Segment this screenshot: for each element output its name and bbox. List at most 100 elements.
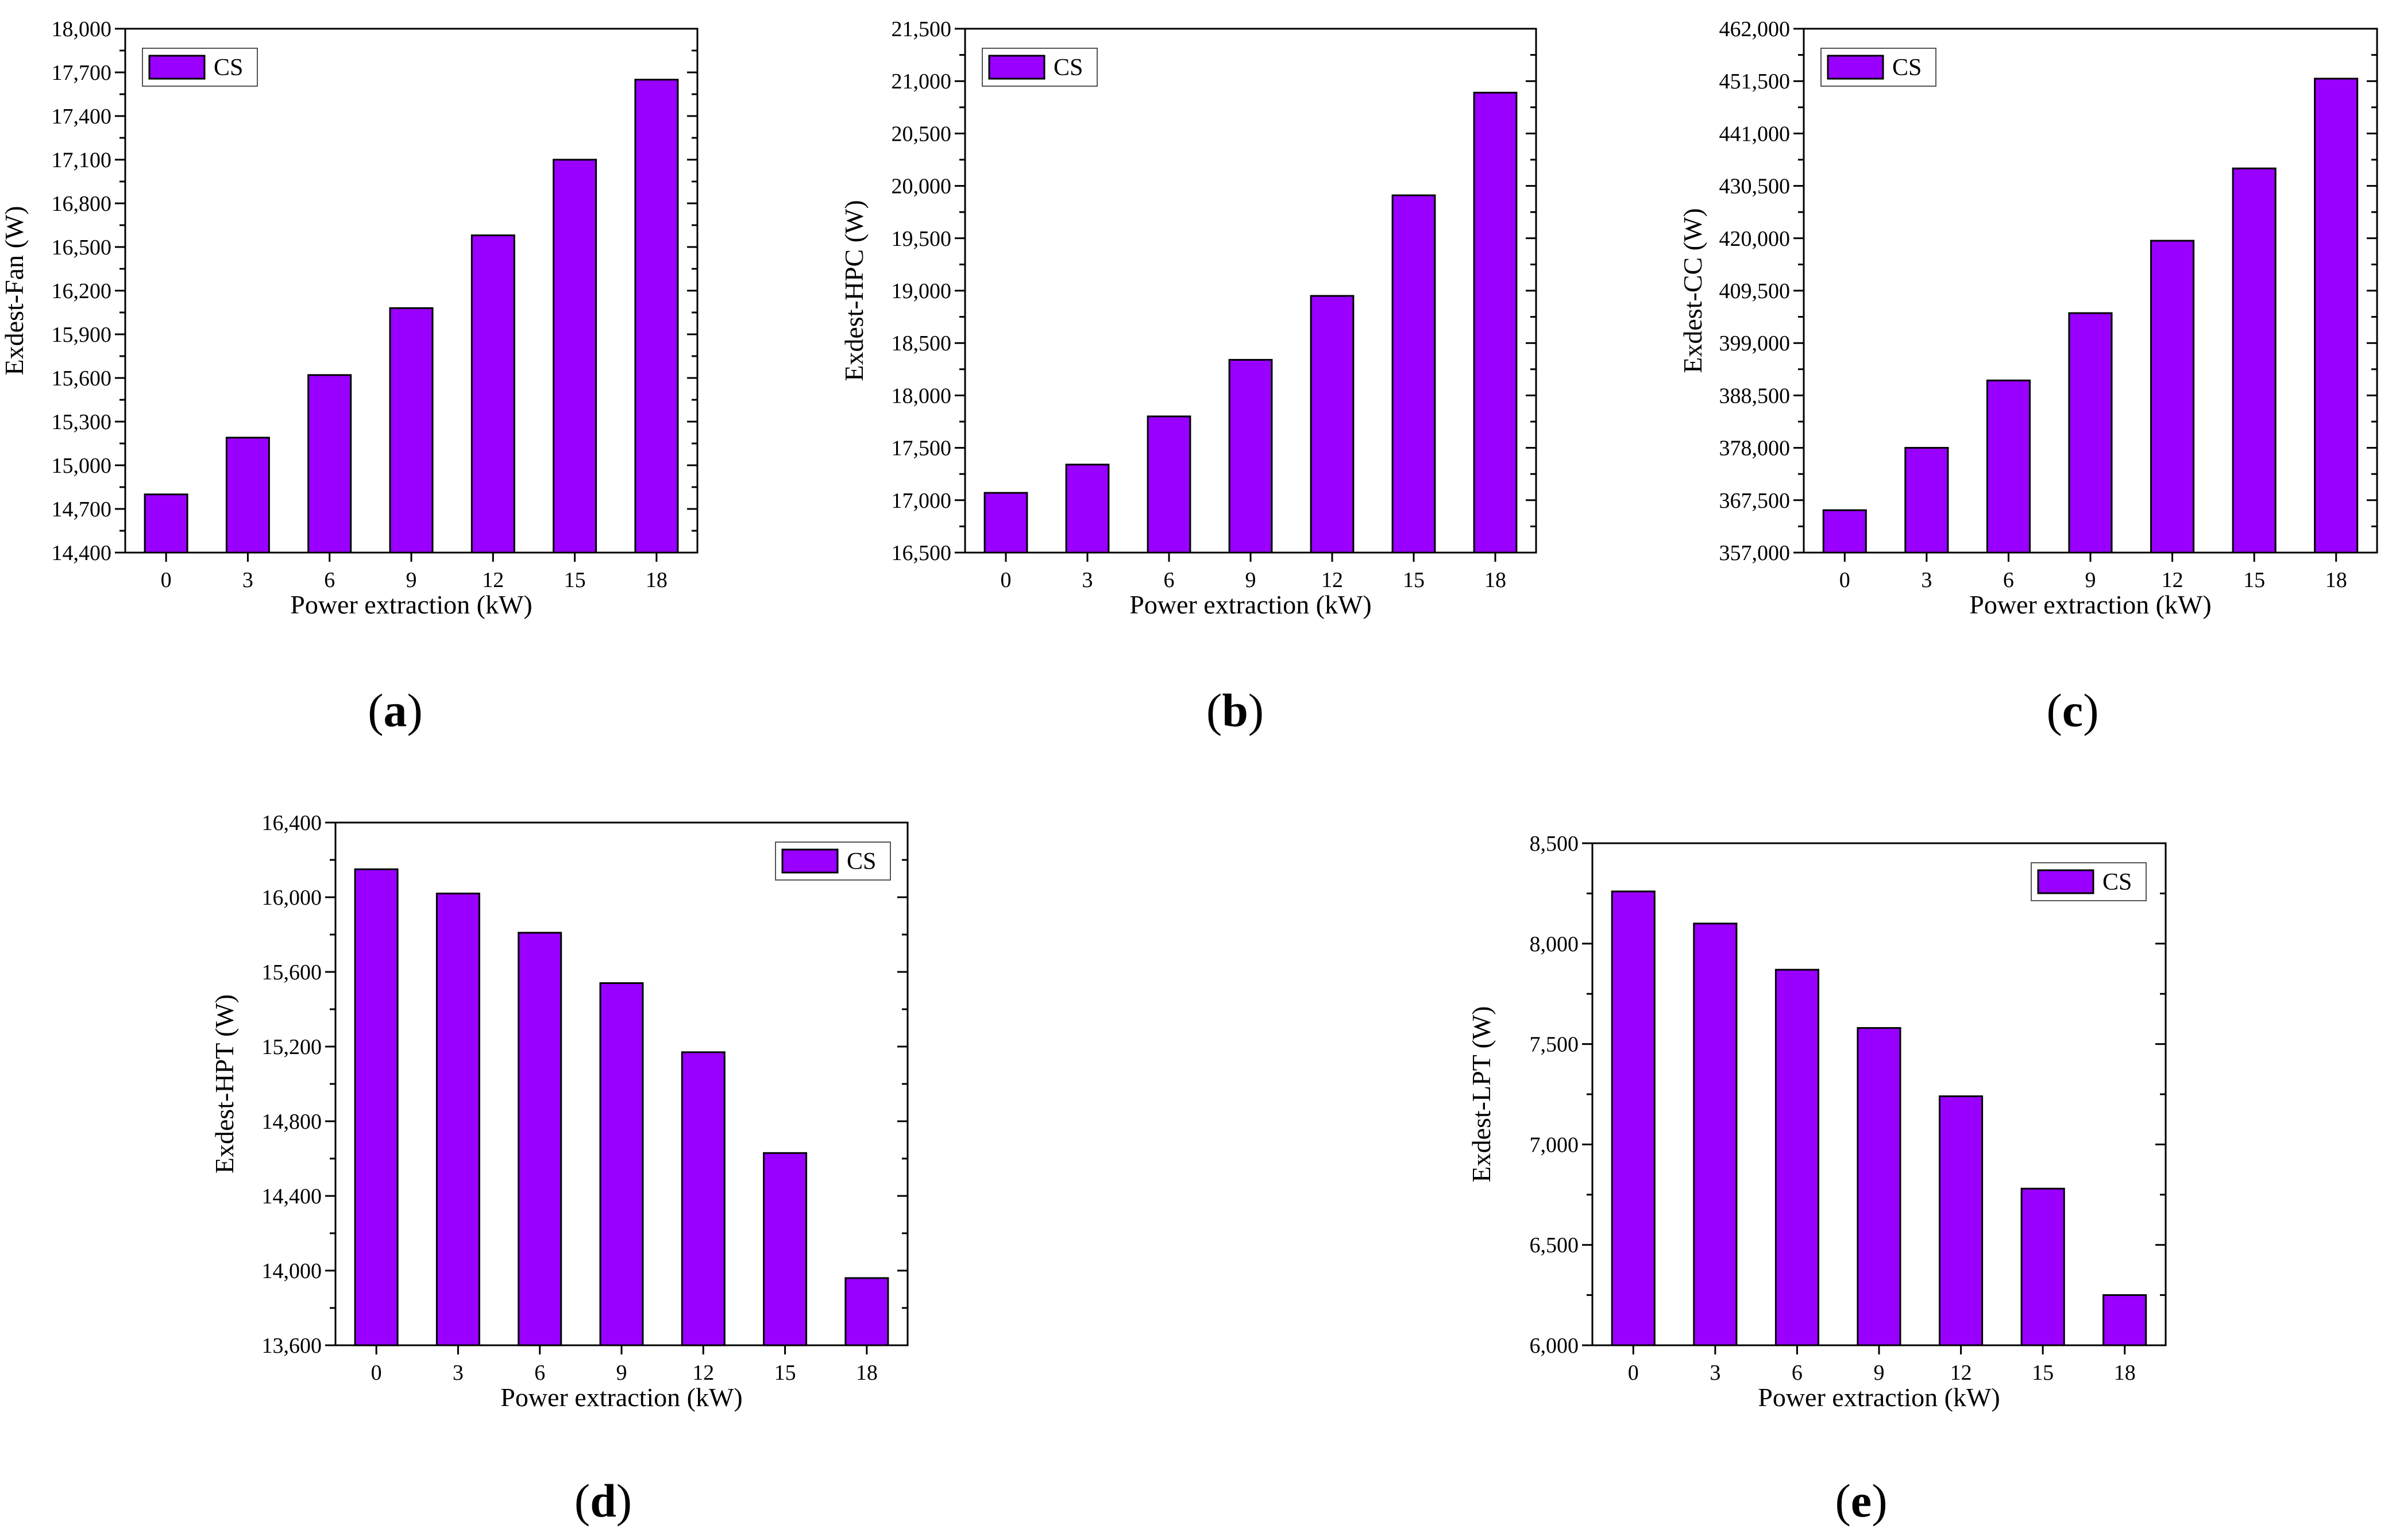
y-tick-label: 15,900 xyxy=(52,323,112,347)
bar-0 xyxy=(1822,509,1867,554)
panel-caption-letter: e xyxy=(1851,1475,1872,1527)
bar-3 xyxy=(1693,923,1738,1346)
x-tick-label: 9 xyxy=(1874,1361,1885,1385)
y-tick-label: 451,500 xyxy=(1719,70,1791,94)
y-tick-label: 7,000 xyxy=(1530,1133,1579,1157)
y-tick-label: 19,500 xyxy=(892,227,952,251)
y-tick-label: 16,500 xyxy=(52,236,112,260)
panel-caption-a: (a) xyxy=(368,684,423,736)
y-tick-label: 17,100 xyxy=(52,148,112,172)
legend-label: CS xyxy=(847,848,876,875)
bar-3 xyxy=(435,893,480,1346)
y-tick-label: 409,500 xyxy=(1719,279,1791,303)
y-tick-label: 14,800 xyxy=(262,1110,322,1134)
panel-caption-letter: d xyxy=(590,1475,616,1527)
x-axis-title: Power extraction (kW) xyxy=(1758,1383,2000,1412)
legend: CS xyxy=(775,842,891,881)
y-tick-label: 16,000 xyxy=(262,886,322,910)
x-axis-title: Power extraction (kW) xyxy=(500,1383,743,1412)
legend-swatch xyxy=(1827,55,1884,80)
y-tick-label: 14,000 xyxy=(262,1259,322,1283)
bar-9 xyxy=(1857,1027,1901,1346)
chart-panel-a: 14,400 14,700 15,000 15,300 15,600 15,900 16,2… xyxy=(0,17,699,619)
y-tick-label: 430,500 xyxy=(1719,175,1791,199)
x-axis-title: Power extraction (kW) xyxy=(1129,590,1372,619)
y-tick-label: 462,000 xyxy=(1719,17,1791,41)
y-tick-label: 21,000 xyxy=(892,70,952,94)
x-axis-title: Power extraction (kW) xyxy=(290,590,533,619)
bar-15 xyxy=(553,159,597,554)
y-tick-label: 6,500 xyxy=(1530,1233,1579,1257)
y-tick-label: 16,200 xyxy=(52,279,112,303)
bar-9 xyxy=(599,982,644,1346)
x-tick-label: 6 xyxy=(1792,1361,1803,1385)
x-tick-label: 0 xyxy=(1001,568,1012,592)
x-tick-label: 3 xyxy=(242,568,253,592)
x-tick-label: 3 xyxy=(1082,568,1093,592)
legend-label: CS xyxy=(1892,55,1922,81)
bar-9 xyxy=(1228,358,1273,554)
bar-18 xyxy=(844,1277,889,1346)
bar-9 xyxy=(2068,312,2113,554)
x-tick-label: 18 xyxy=(2325,568,2347,592)
x-tick-label: 3 xyxy=(1710,1361,1720,1385)
chart-panel-c: 357,000 367,500 378,000 388,500 399,000 409,5… xyxy=(1678,17,2378,619)
x-tick-label: 3 xyxy=(453,1361,464,1385)
x-axis-title: Power extraction (kW) xyxy=(1969,590,2212,619)
y-tick-label: 16,500 xyxy=(892,541,952,565)
x-tick-label: 18 xyxy=(2114,1361,2136,1385)
x-tick-label: 15 xyxy=(564,568,586,592)
x-tick-label: 9 xyxy=(616,1361,627,1385)
y-tick-label: 6,000 xyxy=(1530,1334,1579,1358)
bar-15 xyxy=(1391,194,1436,554)
x-tick-label: 9 xyxy=(406,568,417,592)
bar-12 xyxy=(681,1051,726,1346)
x-tick-label: 0 xyxy=(1839,568,1850,592)
x-tick-label: 12 xyxy=(482,568,504,592)
y-tick-label: 20,000 xyxy=(892,175,952,199)
y-tick-label: 13,600 xyxy=(262,1334,322,1358)
bar-15 xyxy=(2020,1187,2065,1346)
x-tick-label: 6 xyxy=(324,568,335,592)
y-tick-label: 420,000 xyxy=(1719,227,1791,251)
y-tick-label: 18,000 xyxy=(52,17,112,41)
y-tick-label: 15,600 xyxy=(52,366,112,391)
y-tick-label: 16,400 xyxy=(262,811,322,835)
panel-caption-letter: c xyxy=(2062,684,2083,736)
panel-caption-d: (d) xyxy=(574,1475,632,1527)
x-tick-label: 0 xyxy=(1628,1361,1639,1385)
y-tick-label: 21,500 xyxy=(892,17,952,41)
y-tick-label: 7,500 xyxy=(1530,1033,1579,1057)
y-tick-label: 14,400 xyxy=(52,541,112,565)
bar-12 xyxy=(1310,295,1355,554)
y-tick-label: 15,200 xyxy=(262,1035,322,1059)
y-tick-label: 388,500 xyxy=(1719,384,1791,408)
y-tick-label: 19,000 xyxy=(892,279,952,303)
y-tick-label: 17,700 xyxy=(52,61,112,85)
y-tick-label: 17,400 xyxy=(52,105,112,129)
bar-6 xyxy=(1147,415,1191,554)
bar-3 xyxy=(225,437,270,554)
y-tick-label: 15,000 xyxy=(52,454,112,478)
x-tick-label: 6 xyxy=(2003,568,2014,592)
x-tick-label: 3 xyxy=(1921,568,1932,592)
chart-panel-e: 6,000 6,500 7,000 7,500 8,000 8,500 0 3 6 9 12 15 18… xyxy=(1467,832,2167,1412)
legend-swatch xyxy=(781,848,839,874)
y-tick-label: 399,000 xyxy=(1719,331,1791,356)
chart-panel-d: 13,600 14,000 14,400 14,800 15,200 15,600 16,0… xyxy=(210,811,909,1412)
chart-panel-b: 16,500 17,000 17,500 18,000 18,500 19,000 19,5… xyxy=(839,17,1537,619)
x-tick-label: 18 xyxy=(646,568,668,592)
legend-swatch xyxy=(148,55,206,80)
bar-15 xyxy=(2232,167,2277,554)
legend-swatch xyxy=(988,55,1045,80)
panel-caption-letter: b xyxy=(1222,684,1248,736)
legend-label: CS xyxy=(2102,869,2132,896)
y-tick-label: 20,500 xyxy=(892,122,952,146)
x-tick-label: 9 xyxy=(1245,568,1256,592)
y-axis-title: Exdest-LPT (W) xyxy=(1467,1006,1496,1182)
panel-caption-c: (c) xyxy=(2046,684,2098,736)
bar-6 xyxy=(307,374,352,554)
y-tick-label: 18,000 xyxy=(892,384,952,408)
bar-6 xyxy=(518,932,562,1346)
